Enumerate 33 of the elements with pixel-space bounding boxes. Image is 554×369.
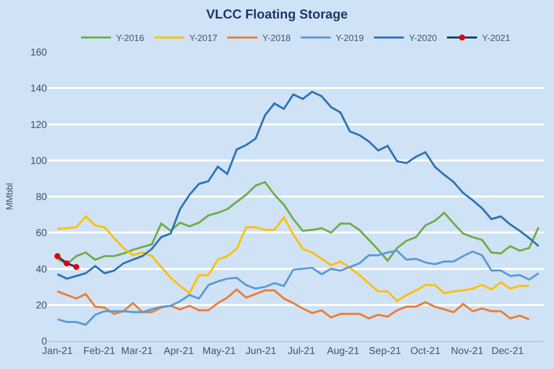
- line-series: [56, 250, 540, 326]
- y-tick-label: 0: [41, 336, 48, 348]
- x-tick-label: Feb-21: [83, 346, 116, 357]
- y-tick-label: 140: [30, 84, 48, 95]
- x-tick-label: Oct-21: [410, 346, 441, 357]
- chart-title: VLCC Floating Storage: [206, 6, 348, 22]
- x-tick-label: Aug-21: [327, 346, 360, 357]
- y-tick-label: 100: [30, 156, 48, 167]
- x-tick-label: Jun-21: [246, 346, 277, 357]
- legend-label: Y-2019: [336, 33, 364, 44]
- y-axis-title: MMbbl: [4, 182, 15, 210]
- y-tick-label: 20: [36, 300, 48, 312]
- legend-label: Y-2021: [482, 33, 510, 44]
- line-series: [56, 288, 530, 320]
- x-tick-label: Nov-21: [451, 346, 484, 357]
- x-tick-label: Jan-21: [42, 346, 74, 357]
- legend-label: Y-2020: [408, 33, 438, 44]
- legend-label: Y-2017: [189, 33, 218, 44]
- line-series: [56, 215, 530, 302]
- legend-label: Y-2016: [116, 33, 144, 44]
- line-series: [56, 90, 540, 280]
- y-tick-label: 120: [30, 120, 48, 131]
- legend-label: Y-2018: [262, 33, 291, 44]
- y-tick-label: 80: [36, 192, 48, 203]
- x-tick-label: May-21: [202, 346, 236, 357]
- y-tick-label: 60: [36, 228, 48, 240]
- y-tick-label: 40: [36, 264, 48, 276]
- x-tick-label: Dec-21: [491, 346, 524, 357]
- x-tick-label: Jul-21: [288, 346, 316, 357]
- x-tick-label: Apr-21: [164, 346, 194, 357]
- x-tick-label: Mar-21: [121, 346, 154, 357]
- x-tick-label: Sep-21: [368, 346, 402, 357]
- y-tick-label: 160: [30, 48, 48, 58]
